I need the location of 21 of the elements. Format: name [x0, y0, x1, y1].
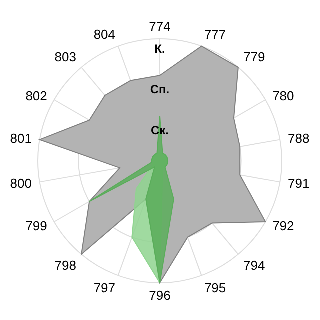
y-tick-label: К.	[154, 42, 166, 56]
spoke-label: 797	[94, 280, 116, 296]
y-tick-label: Ск.	[150, 123, 170, 138]
spoke-label: 792	[272, 218, 294, 234]
spoke-label: 796	[149, 288, 171, 304]
spoke-label: 774	[149, 19, 171, 34]
spoke-label: 803	[54, 49, 76, 64]
spoke-label: 800	[10, 176, 32, 192]
spoke-label: 795	[204, 280, 226, 296]
spoke-label: 791	[288, 176, 310, 192]
y-tick-label: Сп.	[150, 82, 170, 97]
spoke-label: 802	[26, 88, 48, 104]
spoke-label: 794	[244, 258, 266, 273]
spoke-label: 798	[54, 258, 76, 273]
spoke-label: 804	[94, 26, 116, 42]
spoke-label: 799	[26, 218, 48, 234]
spoke-label: 788	[288, 131, 310, 146]
spoke-label: 801	[10, 131, 32, 146]
spoke-label: 779	[244, 49, 266, 64]
spoke-label: 777	[204, 26, 226, 42]
spoke-label: 780	[272, 88, 294, 104]
